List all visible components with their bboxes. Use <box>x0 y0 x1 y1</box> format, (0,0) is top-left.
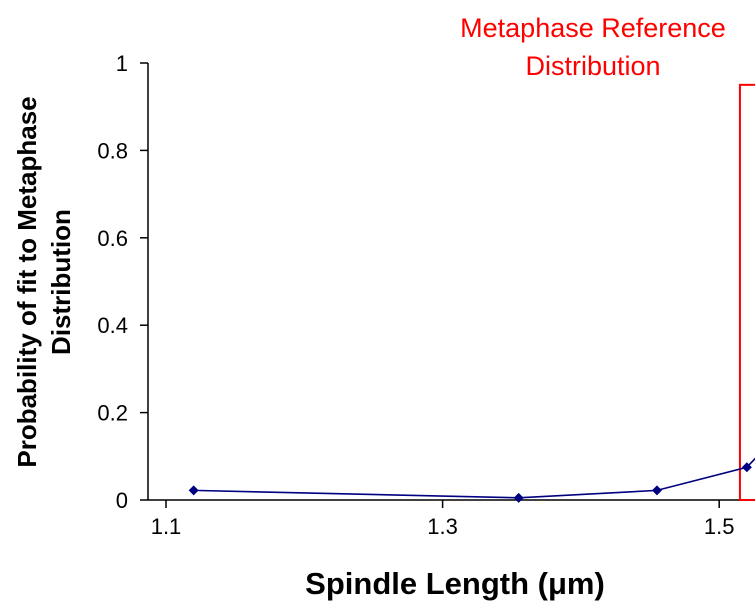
y-tick-label: 1 <box>116 51 128 76</box>
annotation-line-1: Metaphase Reference <box>460 13 726 43</box>
series-line <box>193 457 755 499</box>
x-tick-label: 1.3 <box>427 514 458 539</box>
x-tick-label: 1.5 <box>704 514 735 539</box>
data-point <box>651 485 662 496</box>
y-ticks: 0 0.2 0.4 0.6 0.8 1 <box>97 51 148 513</box>
data-point <box>188 485 199 496</box>
data-point <box>741 462 752 473</box>
series-group <box>188 457 755 503</box>
y-tick-label: 0.6 <box>97 226 128 251</box>
x-axis-title: Spindle Length (μm) <box>305 566 605 601</box>
reference-box <box>738 83 755 501</box>
x-ticks: 1.11.31.51.71.9 <box>151 500 735 539</box>
x-tick-label: 1.1 <box>151 514 182 539</box>
y-tick-label: 0 <box>116 488 128 513</box>
y-tick-label: 0.2 <box>97 401 128 426</box>
data-point <box>513 492 524 503</box>
y-axis-title-line-1: Probability of fit to Metaphase <box>12 96 42 467</box>
y-axis-title-line-2: Distribution <box>46 209 76 355</box>
y-tick-label: 0.8 <box>97 138 128 163</box>
annotation-line-2: Distribution <box>525 51 660 81</box>
y-tick-label: 0.4 <box>97 313 128 338</box>
